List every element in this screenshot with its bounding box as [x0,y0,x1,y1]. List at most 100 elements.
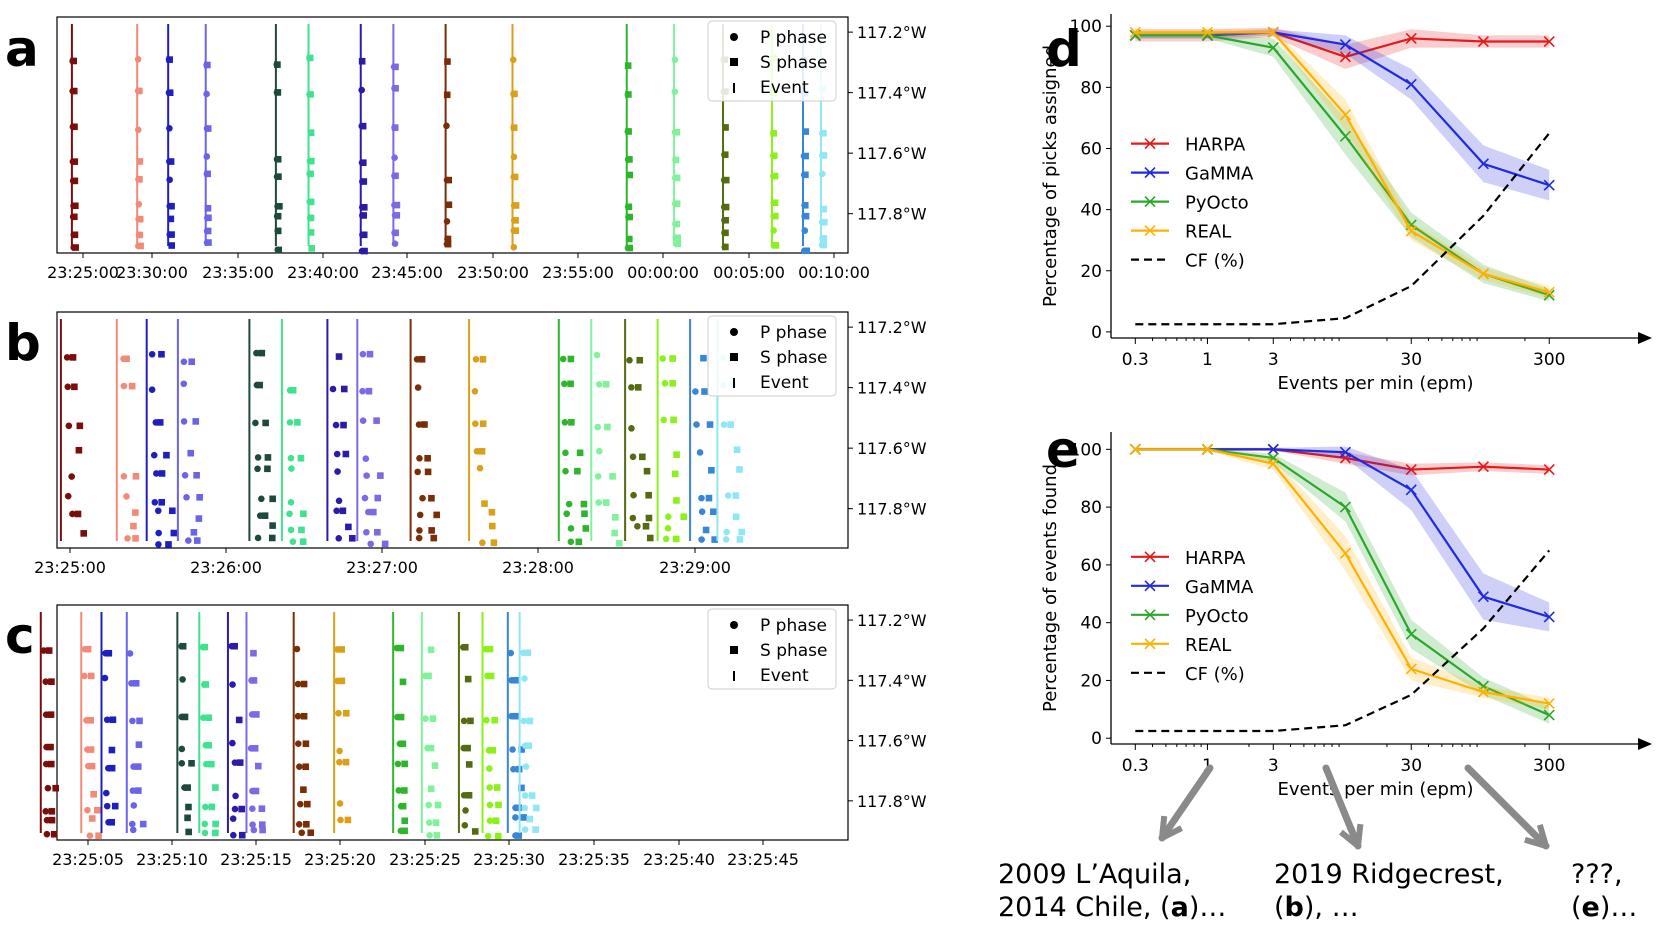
s-phase-pick [187,449,195,457]
s-phase-pick [486,645,494,653]
s-phase-pick [156,419,164,426]
p-phase-pick [416,511,424,519]
caption-text: )… [1599,892,1638,923]
s-phase-pick [274,89,282,96]
legend-event-label: Event [760,666,809,686]
p-phase-pick [698,508,706,516]
s-phase-pick [702,526,710,534]
s-phase-pick [428,527,435,534]
p-phase-pick [565,500,573,508]
y-tick-label: 117.6°W [857,144,927,163]
p-phase-pick [522,763,530,770]
s-phase-pick [732,513,740,521]
s-phase-pick [770,152,778,160]
p-phase-pick [521,675,528,682]
s-phase-pick [88,762,96,770]
s-phase-pick [132,473,140,480]
s-phase-pick [306,54,314,62]
s-phase-pick [433,511,440,519]
p-phase-pick [329,385,337,393]
p-phase-pick [698,536,705,543]
caption-text: ( [1571,892,1582,923]
s-phase-pick [262,419,269,427]
axes-frame [56,604,849,841]
s-phase-pick [526,717,534,725]
p-phase-pick [155,541,162,548]
p-phase-pick [486,765,493,772]
y-axis-label: Percentage of picks assigned [1040,45,1061,307]
p-phase-pick [361,494,369,502]
legend-label: HARPA [1185,135,1246,156]
p-phase-pick [720,421,728,428]
p-phase-pick [567,525,575,532]
s-phase-pick [580,500,588,508]
s-phase-pick [803,247,811,255]
legend-marker [1144,580,1156,592]
p-phase-pick [630,491,637,499]
s-phase-pick [188,358,196,366]
s-phase-pick [307,214,315,222]
legend-label: PyOcto [1185,193,1249,214]
s-phase-pick [374,494,382,502]
caption-panel-ref: b [1284,892,1304,923]
s-phase-pick [136,717,143,725]
y-tick-label: 117.4°W [857,671,927,690]
p-phase-pick [801,227,809,234]
p-phase-pick [510,243,518,251]
p-phase-pick [129,826,137,834]
s-phase-pick [71,123,78,131]
s-phase-pick [168,202,175,210]
s-phase-pick [700,354,707,362]
x-tick-label: 23:25:10 [136,850,208,869]
s-phase-pick [184,784,191,791]
p-phase-pick [335,709,342,717]
s-phase-pick [300,680,308,688]
p-phase-pick [593,351,601,359]
p-phase-pick [286,419,294,426]
s-phase-pick [258,349,266,357]
s-phase-pick [802,212,810,220]
p-phase-pick [724,492,732,499]
p-phase-pick [359,417,367,424]
s-phase-pick [626,156,633,163]
x-tick-label: 23:25:00 [47,263,119,282]
caption-text: 2014 Chile, ( [998,892,1171,923]
x-tick-label: 23:27:00 [346,558,418,577]
p-phase-pick [626,356,633,364]
s-phase-pick [208,760,215,768]
s-phase-pick [582,525,590,532]
legend-s-label: S phase [760,641,828,661]
s-phase-pick [251,745,259,752]
s-phase-pick [250,649,257,657]
y-tick-label: 60 [1080,139,1102,159]
s-phase-pick [611,529,618,537]
s-phase-pick [602,499,610,506]
p-phase-pick [123,493,130,500]
p-phase-pick [334,468,341,475]
p-phase-pick [258,495,265,503]
s-phase-pick [307,129,315,137]
s-phase-pick [512,676,520,684]
p-phase-pick [166,176,173,184]
s-phase-pick [70,57,78,65]
series-band [1135,447,1550,724]
p-phase-pick [153,470,160,477]
legend-marker [1144,551,1156,563]
x-tick-label: 30 [1400,756,1422,776]
legend-marker [1144,225,1156,237]
panel-letter: c [5,607,35,665]
s-phase-pick [669,380,676,387]
s-phase-pick [185,828,192,836]
s-phase-pick [169,507,176,515]
series-marker [1405,484,1417,496]
s-phase-pick [212,829,219,837]
s-phase-pick [820,235,828,242]
s-phase-pick [76,422,84,430]
s-phase-pick [123,355,130,363]
p-phase-pick [722,536,730,543]
s-phase-pick [576,449,584,457]
series-marker [1477,591,1489,603]
y-tick-label: 117.6°W [857,732,927,751]
s-phase-pick [430,534,438,542]
panel-d: 0 20 40 60 80 100 0.3 1 3 30 300 Events per min (ep… [1040,14,1652,394]
